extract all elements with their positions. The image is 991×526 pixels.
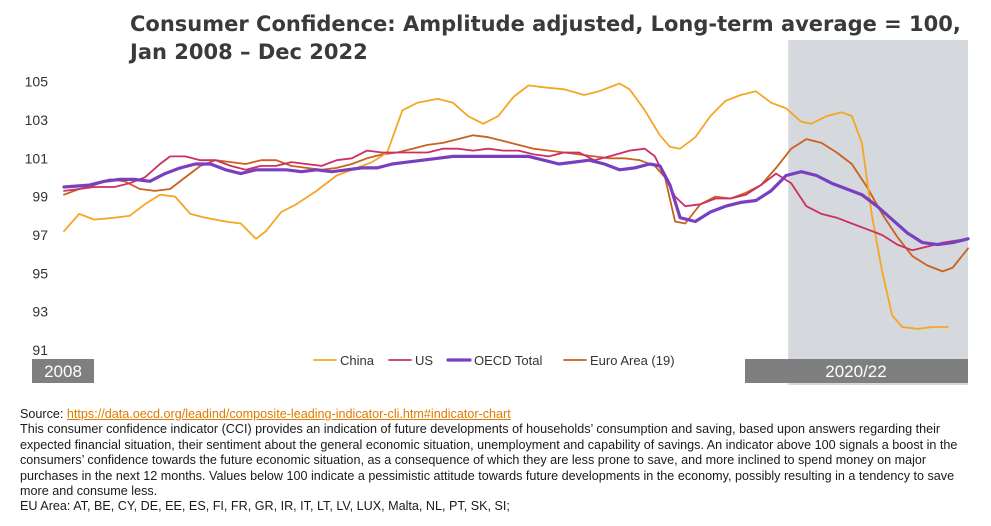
source-link[interactable]: https://data.oecd.org/leadind/composite-… xyxy=(66,407,511,421)
legend-label-oecd: OECD Total xyxy=(474,353,543,368)
y-tick-label: 99 xyxy=(32,189,48,205)
shaded-period-2020-2022 xyxy=(788,40,968,385)
period-label-right: 2020/22 xyxy=(825,362,886,381)
legend: China US OECD Total Euro Area (19) xyxy=(313,353,675,368)
y-tick-label: 93 xyxy=(32,304,48,320)
chart-title-line-2: Jan 2008 – Dec 2022 xyxy=(130,40,368,64)
y-axis-tick-labels: 91 93 95 97 99 101 103 105 xyxy=(25,74,49,358)
legend-label-euro: Euro Area (19) xyxy=(590,353,675,368)
chart-title-line-1: Consumer Confidence: Amplitude adjusted,… xyxy=(130,12,961,36)
series-lines xyxy=(62,82,970,330)
period-label-left-box xyxy=(32,359,94,383)
series-line-oecd xyxy=(62,154,970,247)
period-label-left: 2008 xyxy=(44,362,82,381)
y-tick-label: 91 xyxy=(32,342,48,358)
y-tick-label: 95 xyxy=(32,265,48,281)
series-line-china xyxy=(63,82,949,330)
y-tick-label: 105 xyxy=(25,74,49,90)
y-tick-label: 101 xyxy=(25,150,49,166)
footer-notes: Source: https://data.oecd.org/leadind/co… xyxy=(20,407,975,515)
chart-title: Consumer Confidence: Amplitude adjusted,… xyxy=(130,10,961,66)
series-line-us xyxy=(63,147,969,252)
y-tick-label: 97 xyxy=(32,227,48,243)
legend-label-china: China xyxy=(340,353,375,368)
eu-area-note: EU Area: AT, BE, CY, DE, EE, ES, FI, FR,… xyxy=(20,499,510,514)
consumer-confidence-chart: 91 93 95 97 99 101 103 105 China US OECD Total Eur… xyxy=(25,40,970,385)
source-line: Source: https://data.oecd.org/leadind/co… xyxy=(20,407,975,422)
legend-label-us: US xyxy=(415,353,433,368)
period-label-right-box xyxy=(745,359,968,383)
indicator-description: This consumer confidence indicator (CCI)… xyxy=(20,422,958,499)
source-label: Source: xyxy=(20,407,64,421)
y-tick-label: 103 xyxy=(25,112,49,128)
